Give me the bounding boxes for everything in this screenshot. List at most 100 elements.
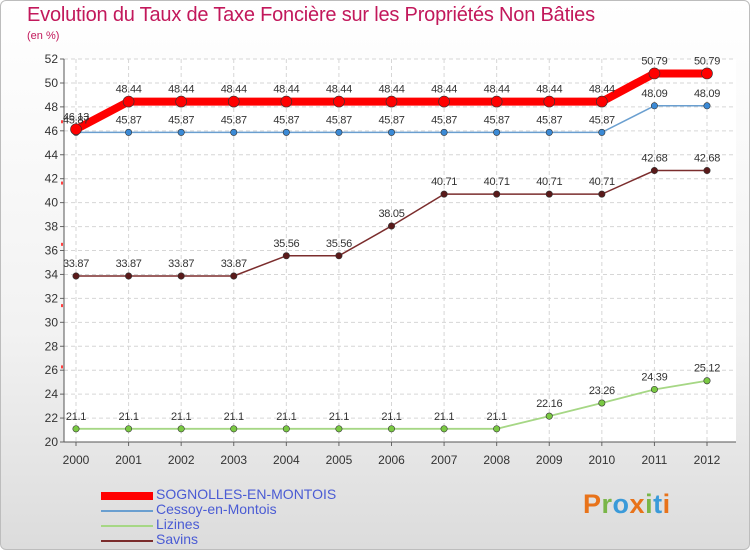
data-label-lizines: 25.12 [694, 363, 720, 375]
x-tick-label: 2001 [115, 453, 142, 467]
data-point-savins [387, 222, 395, 230]
legend-label-cessoy: Cessoy-en-Montois [156, 501, 277, 517]
data-point-sognolles [543, 95, 556, 108]
data-label-sognolles: 48.44 [326, 84, 352, 96]
data-label-savins: 38.05 [378, 208, 404, 220]
legend-label-lizines: Lizines [156, 516, 200, 532]
data-label-savins: 33.87 [168, 258, 194, 270]
data-point-sognolles [438, 95, 450, 108]
x-tick-label: 2007 [431, 453, 458, 467]
data-label-lizines: 21.1 [66, 411, 86, 423]
data-label-cessoy: 45.87 [484, 114, 510, 126]
x-tick-label: 2002 [168, 453, 195, 467]
data-label-cessoy: 45.87 [536, 114, 562, 126]
data-point-cessoy [545, 128, 553, 136]
data-label-cessoy: 45.87 [589, 114, 615, 126]
data-label-lizines: 23.26 [589, 385, 615, 397]
data-point-savins [125, 272, 133, 280]
data-label-lizines: 22.16 [536, 398, 562, 410]
data-point-savins [335, 252, 343, 260]
data-point-sognolles [333, 95, 345, 108]
data-label-sognolles: 48.44 [484, 84, 510, 96]
data-point-cessoy [387, 128, 395, 136]
logo-letter: r [601, 489, 613, 519]
data-point-cessoy [650, 102, 658, 110]
data-label-lizines: 24.39 [641, 371, 667, 383]
data-point-sognolles [648, 67, 661, 80]
data-point-sognolles [175, 95, 187, 108]
data-label-sognolles: 48.44 [589, 84, 615, 96]
data-point-lizines [650, 385, 658, 393]
data-point-cessoy [440, 128, 448, 136]
data-label-lizines: 21.1 [118, 411, 138, 423]
data-label-sognolles: 48.44 [431, 84, 457, 96]
x-tick-label: 2004 [273, 453, 300, 467]
proxiti-logo: Proxiti [583, 489, 671, 520]
data-point-savins [493, 190, 501, 198]
data-label-cessoy: 45.87 [273, 114, 299, 126]
data-point-savins [177, 272, 185, 280]
y-tick-label: 38 [45, 220, 59, 234]
data-label-savins: 33.87 [221, 258, 247, 270]
data-point-sognolles [280, 95, 293, 108]
y-tick-label: 40 [45, 196, 59, 210]
data-label-savins: 33.87 [63, 258, 89, 270]
y-tick-label: 50 [45, 76, 59, 90]
data-label-cessoy: 45.87 [378, 114, 404, 126]
data-point-savins [703, 167, 711, 175]
x-tick-label: 2008 [483, 453, 510, 467]
data-label-lizines: 21.1 [381, 411, 401, 423]
data-point-cessoy [703, 102, 711, 110]
data-point-lizines [177, 425, 185, 433]
data-label-savins: 40.71 [589, 176, 615, 188]
data-point-lizines [230, 425, 238, 433]
data-label-lizines: 21.1 [276, 411, 296, 423]
y-tick-label: 34 [45, 267, 59, 281]
data-point-sognolles [701, 67, 713, 80]
legend-swatch-sognolles [101, 492, 153, 500]
data-point-lizines [335, 425, 343, 433]
x-tick-label: 2010 [588, 453, 615, 467]
data-label-savins: 40.71 [484, 176, 510, 188]
data-label-cessoy: 45.87 [221, 114, 247, 126]
data-label-lizines: 21.1 [224, 411, 244, 423]
y-tick-label: 52 [45, 52, 59, 66]
y-tick-label: 24 [45, 387, 59, 401]
data-point-savins [598, 190, 606, 198]
legend-swatch-lizines [101, 525, 153, 527]
data-point-cessoy [598, 128, 606, 136]
data-point-lizines [387, 425, 395, 433]
y-tick-label: 32 [45, 291, 59, 305]
data-point-lizines [72, 425, 80, 433]
data-label-cessoy: 45.87 [168, 114, 194, 126]
data-point-cessoy [177, 128, 185, 136]
y-tick-label: 46 [45, 124, 59, 138]
data-label-sognolles: 48.44 [116, 84, 142, 96]
data-label-sognolles: 50.79 [694, 55, 720, 67]
data-point-sognolles [490, 95, 503, 108]
data-label-sognolles: 46.13 [63, 111, 89, 123]
data-point-cessoy [230, 128, 238, 136]
data-label-cessoy: 45.87 [63, 114, 89, 126]
data-label-savins: 42.68 [641, 153, 667, 165]
logo-letter: t [653, 489, 663, 519]
data-point-lizines [493, 425, 501, 433]
data-label-cessoy: 48.09 [694, 88, 720, 100]
data-label-cessoy: 48.09 [641, 88, 667, 100]
y-tick-label: 42 [45, 172, 59, 186]
data-point-lizines [598, 399, 606, 407]
x-tick-label: 2003 [220, 453, 247, 467]
data-label-sognolles: 48.44 [221, 84, 247, 96]
data-label-lizines: 21.1 [171, 411, 191, 423]
data-label-savins: 40.71 [536, 176, 562, 188]
data-label-cessoy: 45.87 [326, 114, 352, 126]
data-point-savins [282, 252, 290, 260]
x-tick-label: 2000 [63, 453, 90, 467]
data-label-savins: 35.56 [273, 238, 299, 250]
data-label-sognolles: 48.44 [168, 84, 194, 96]
y-tick-label: 30 [45, 315, 59, 329]
logo-letter: i [662, 489, 671, 519]
data-label-savins: 42.68 [694, 153, 720, 165]
data-label-savins: 35.56 [326, 238, 352, 250]
